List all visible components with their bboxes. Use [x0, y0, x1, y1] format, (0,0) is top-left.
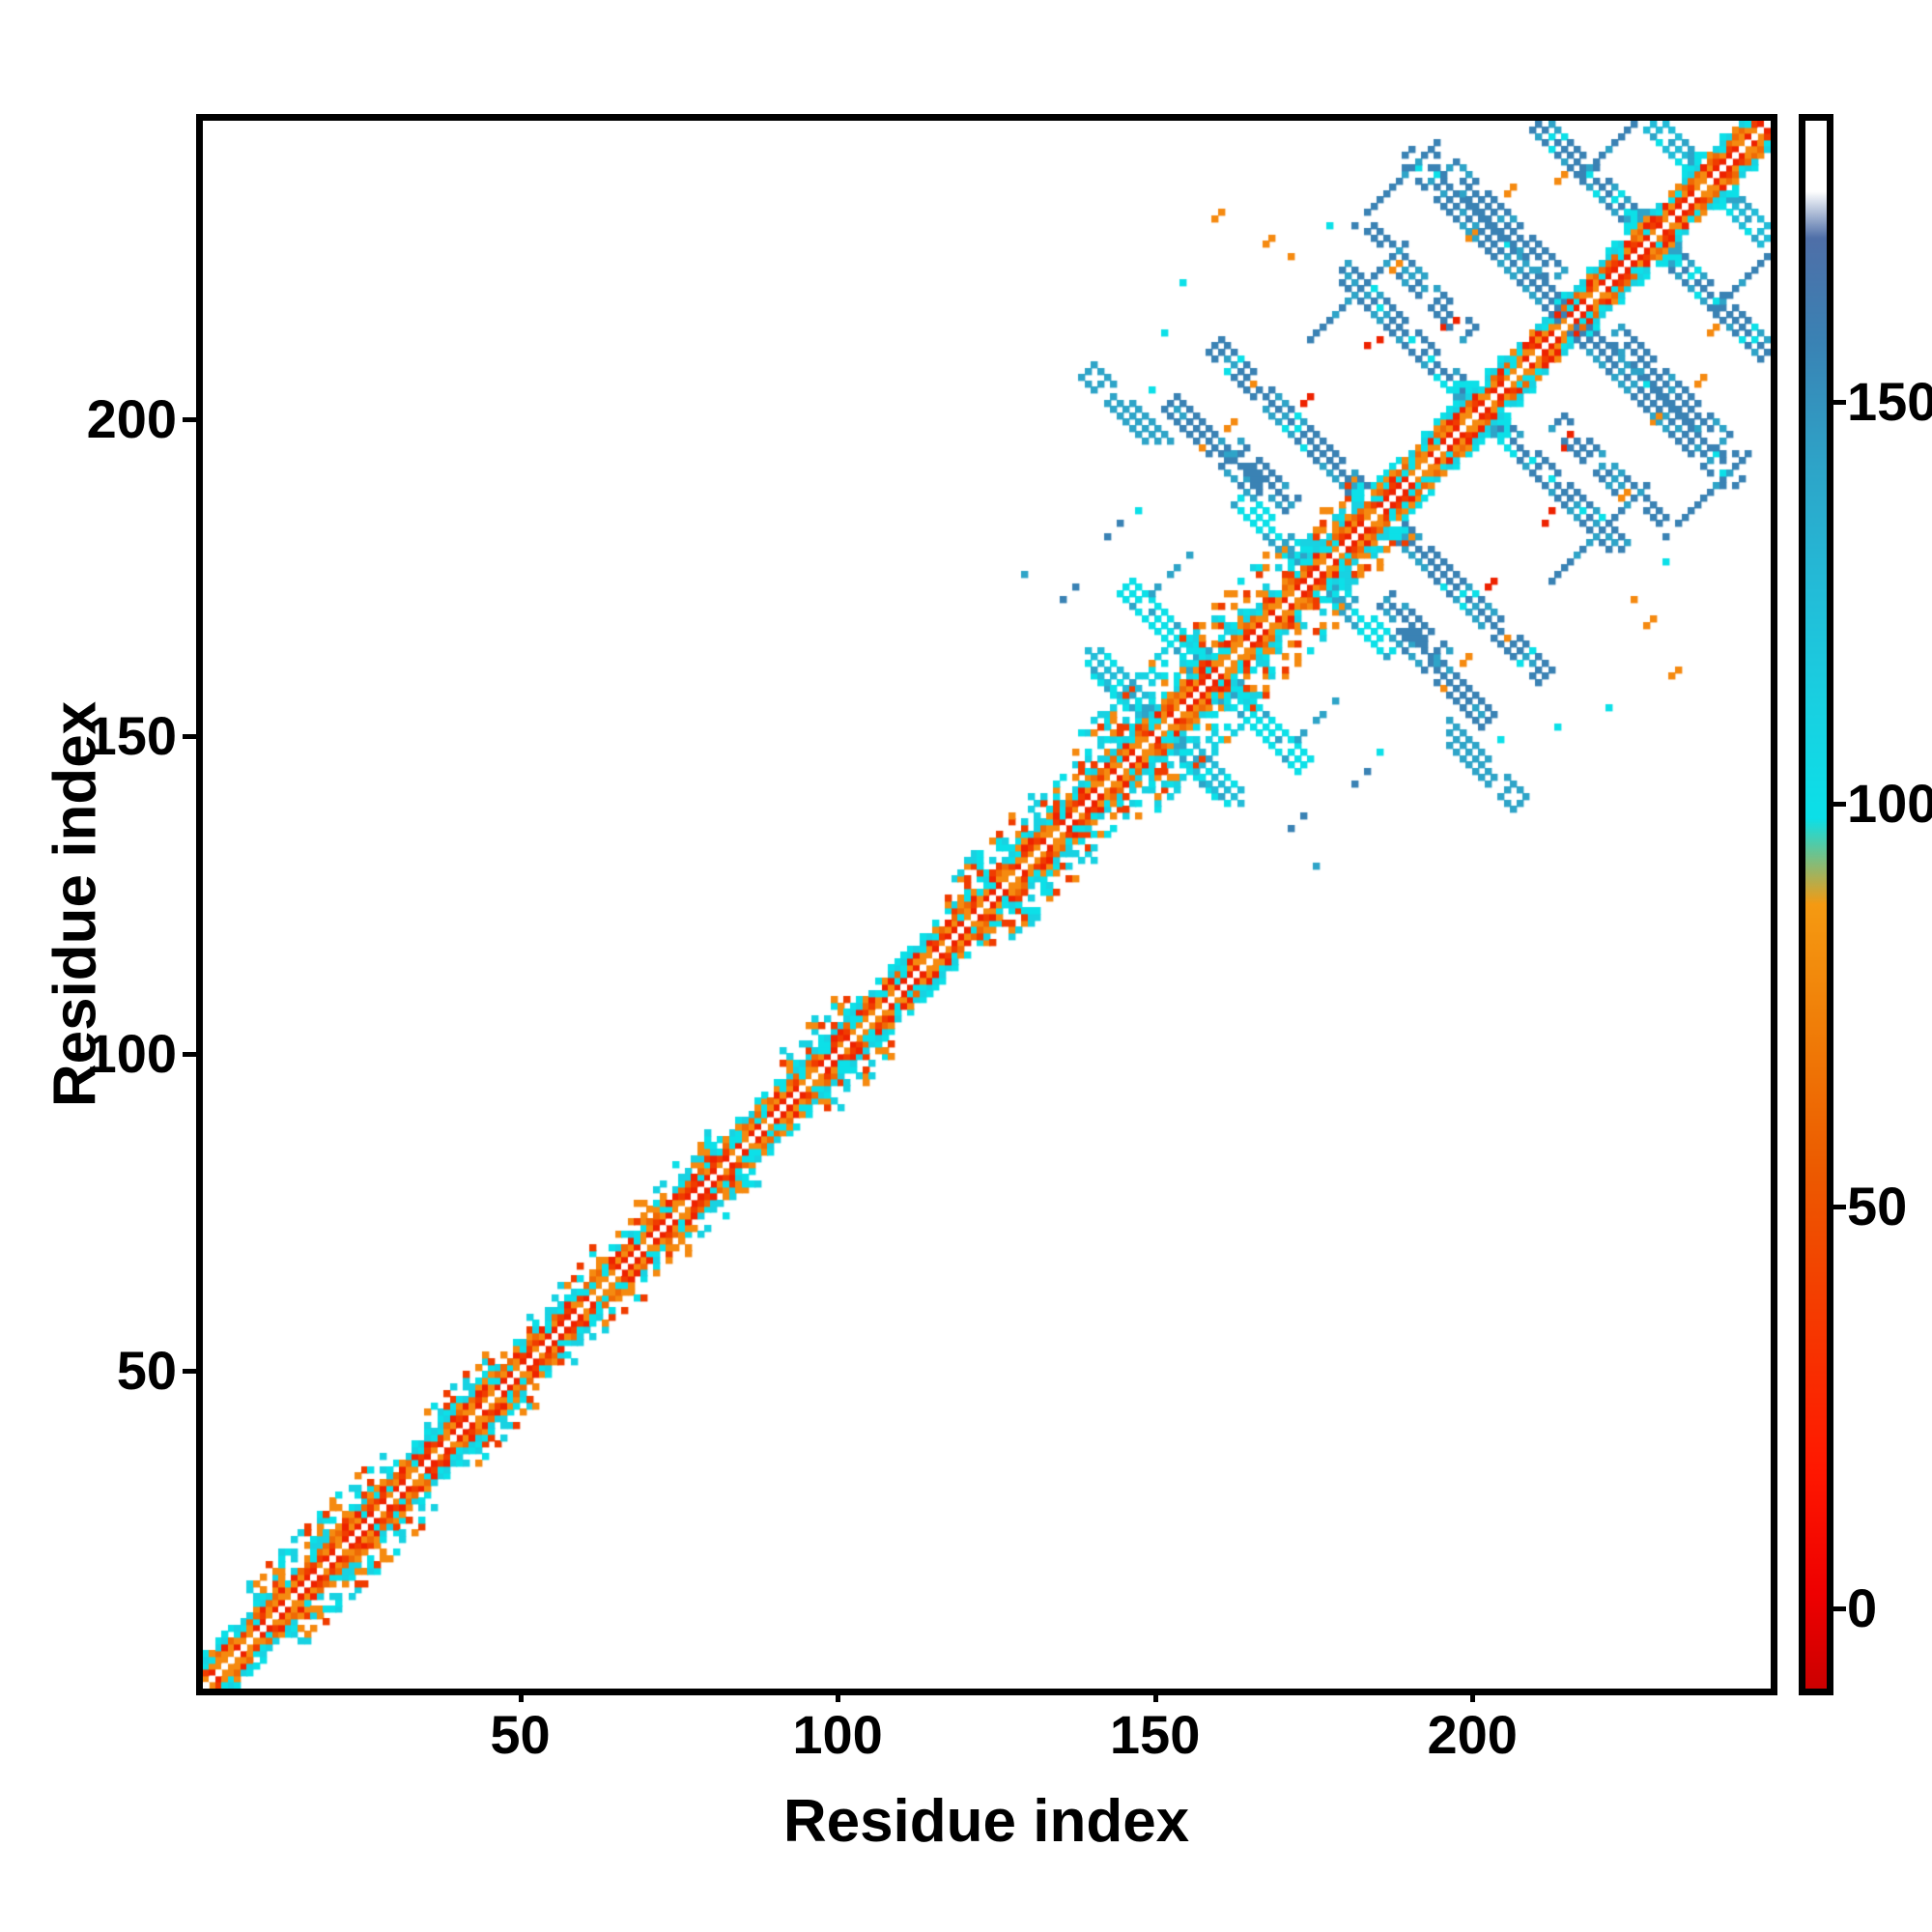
- y-tick-label-200: 200: [86, 387, 177, 449]
- x-tick-150: [1152, 1689, 1158, 1702]
- colorbar-tick-label-50: 50: [1847, 1175, 1908, 1236]
- colorbar-gradient: [1805, 121, 1827, 1689]
- x-tick-200: [1470, 1689, 1476, 1702]
- x-tick-label-50: 50: [490, 1704, 551, 1765]
- y-tick-150: [183, 734, 196, 740]
- x-tick-100: [836, 1689, 841, 1702]
- colorbar-tick-label-0: 0: [1847, 1577, 1878, 1638]
- y-tick-100: [183, 1051, 196, 1057]
- x-tick-label-150: 150: [1109, 1704, 1201, 1765]
- y-tick-label-100: 100: [86, 1022, 177, 1084]
- x-tick-label-100: 100: [792, 1704, 883, 1765]
- contact-map-canvas: [203, 121, 1771, 1689]
- x-tick-label-200: 200: [1427, 1704, 1518, 1765]
- contact-map-panel: [196, 114, 1777, 1695]
- colorbar-tick-label-150: 150: [1847, 371, 1932, 433]
- x-axis-title: Residue index: [782, 1788, 1190, 1855]
- colorbar-tick-150: [1833, 400, 1846, 406]
- y-tick-200: [183, 416, 196, 422]
- y-axis-title: Residue index: [42, 700, 109, 1108]
- x-tick-50: [518, 1689, 524, 1702]
- colorbar: [1799, 114, 1833, 1695]
- y-tick-50: [183, 1369, 196, 1375]
- colorbar-tick-100: [1833, 802, 1846, 808]
- y-tick-label-150: 150: [86, 705, 177, 767]
- colorbar-tick-0: [1833, 1605, 1846, 1611]
- colorbar-tick-label-100: 100: [1847, 773, 1932, 835]
- y-tick-label-50: 50: [116, 1340, 177, 1402]
- colorbar-tick-50: [1833, 1204, 1846, 1209]
